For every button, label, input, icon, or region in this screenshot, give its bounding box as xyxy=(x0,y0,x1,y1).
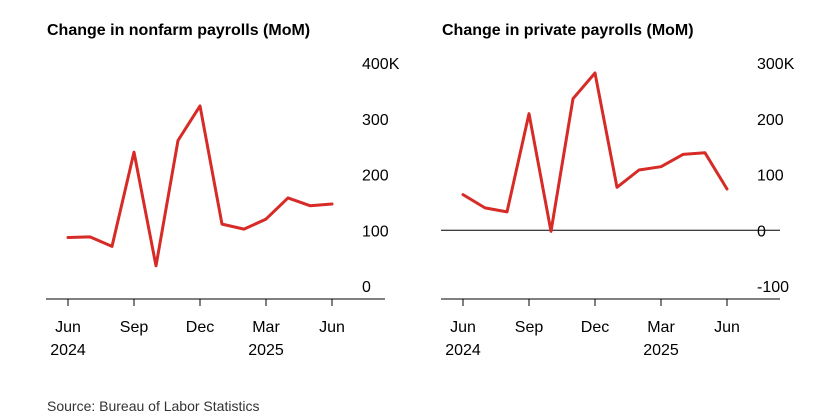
chart2-x-tick-year-3: 2025 xyxy=(643,342,679,359)
chart2-x-tick-label-4: Jun xyxy=(714,319,740,336)
chart2-x-tick-label-1: Sep xyxy=(515,319,544,336)
chart1-title: Change in nonfarm payrolls (MoM) xyxy=(47,22,310,39)
chart1-x-tick-year-3: 2025 xyxy=(248,342,284,359)
chart2-title: Change in private payrolls (MoM) xyxy=(442,22,694,39)
chart2-y-tick-label-4: -100 xyxy=(757,279,789,296)
chart2-x-tick-label-2: Dec xyxy=(581,319,609,336)
chart1-y-tick-label-0: 400K xyxy=(362,56,400,73)
chart2-x-tick-year-0: 2024 xyxy=(445,342,481,359)
chart1-x-tick-label-1: Sep xyxy=(120,319,149,336)
chart1-x-tick-label-2: Dec xyxy=(186,319,214,336)
chart2-x-tick-label-0: Jun xyxy=(450,319,476,336)
chart1-y-tick-label-4: 0 xyxy=(362,279,371,296)
chart1-y-tick-label-3: 100 xyxy=(362,223,389,240)
chart1-x-tick-label-4: Jun xyxy=(319,319,345,336)
chart2-y-tick-label-3: 0 xyxy=(757,223,766,240)
source-note: Source: Bureau of Labor Statistics xyxy=(47,398,260,414)
chart2-y-tick-label-0: 300K xyxy=(757,56,795,73)
chart2-x-tick-label-3: Mar xyxy=(647,319,675,336)
chart1-series-line-0 xyxy=(66,104,334,268)
chart1-x-tick-year-0: 2024 xyxy=(50,342,86,359)
chart1-y-tick-label-1: 300 xyxy=(362,112,389,129)
chart1-y-tick-label-2: 200 xyxy=(362,168,389,185)
chart1-x-tick-label-0: Jun xyxy=(55,319,81,336)
chart2-series-line-0 xyxy=(461,71,729,233)
chart2-y-tick-label-2: 100 xyxy=(757,168,784,185)
chart2-y-tick-label-1: 200 xyxy=(757,112,784,129)
chart1-x-tick-label-3: Mar xyxy=(252,319,280,336)
